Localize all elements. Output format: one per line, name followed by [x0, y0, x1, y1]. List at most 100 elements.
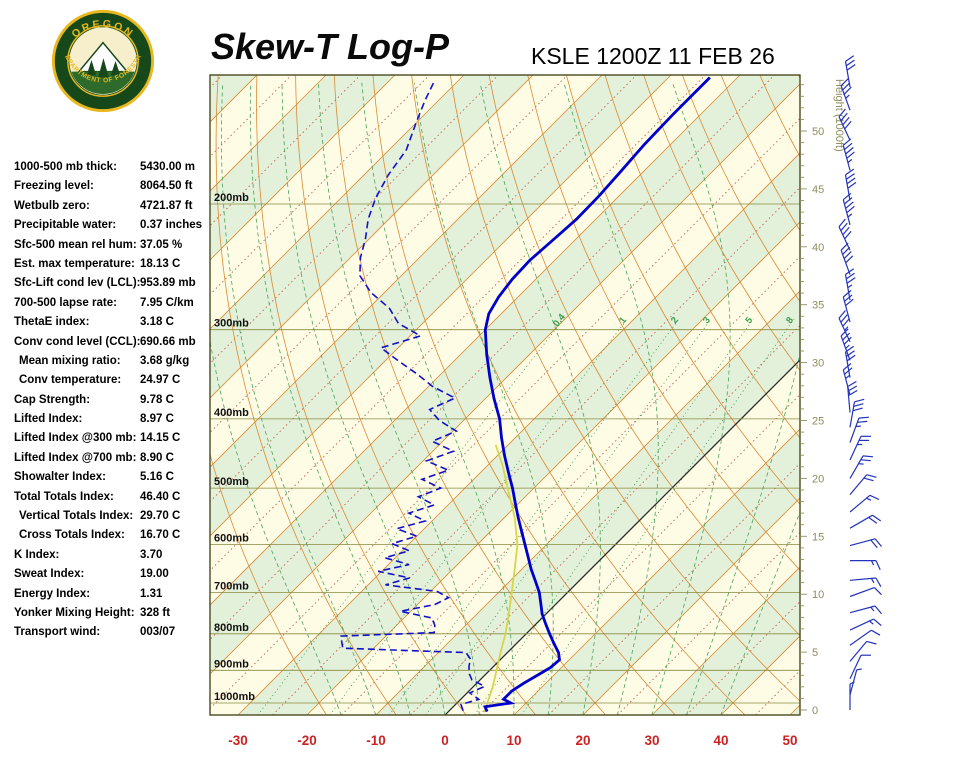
mixing-ratio-label: 5 — [743, 314, 755, 326]
index-row: Yonker Mixing Height: 328 ft — [14, 607, 212, 626]
index-label: Sfc-500 mean rel hum: — [14, 238, 137, 251]
index-row: Energy Index: 1.31 — [14, 588, 212, 607]
index-value: 328 ft — [140, 606, 171, 619]
wind-barb — [838, 108, 852, 141]
index-label: Est. max temperature: — [14, 257, 135, 270]
wind-barb — [849, 654, 871, 679]
height-axis: 0 5 10 15 20 25 30 35 40 45 50 Height (1000ft) — [800, 79, 845, 717]
wind-barb — [842, 290, 854, 323]
wind-barb — [849, 514, 882, 529]
height-tick-label: 30 — [812, 358, 824, 370]
height-tick-label: 20 — [812, 473, 824, 485]
wind-barb — [849, 605, 882, 615]
temp-tick-label: -10 — [366, 733, 386, 748]
index-value: 8064.50 ft — [140, 180, 193, 193]
height-tick-label: 45 — [812, 184, 824, 196]
index-value: 46.40 C — [140, 490, 181, 503]
index-label: ThetaE index: — [14, 316, 90, 329]
index-label: Conv temperature: — [19, 374, 122, 387]
wind-barb — [842, 138, 855, 171]
index-label: Showalter Index: — [14, 471, 107, 484]
wind-barb — [844, 268, 856, 301]
index-row: Total Totals Index: 46.40 C — [14, 491, 212, 510]
dewpoint-trace — [340, 79, 487, 711]
height-tick-label: 5 — [812, 647, 818, 659]
wind-barb — [838, 218, 852, 251]
index-value: 1.31 — [140, 587, 163, 600]
index-row: Sweat Index: 19.00 — [14, 568, 212, 587]
mixing-ratio-label: 3 — [701, 315, 713, 326]
index-value: 19.00 — [140, 568, 169, 581]
wind-barb — [849, 398, 865, 428]
indices-panel: 1000-500 mb thick: 5430.00 m Freezing leve… — [14, 161, 212, 646]
wind-barb — [844, 55, 856, 88]
station-info: KSLE 1200Z 11 FEB 26 — [531, 43, 775, 69]
wind-barb — [840, 78, 852, 111]
index-value: 29.70 C — [140, 510, 181, 523]
index-value: 3.68 g/kg — [140, 354, 190, 367]
wind-barb — [849, 587, 882, 598]
index-row: Lifted Index: 8.97 C — [14, 413, 212, 432]
index-label: K Index: — [14, 548, 60, 561]
index-row: Cross Totals Index: 16.70 C — [14, 529, 212, 548]
mixing-ratio-lines — [257, 318, 795, 715]
wind-barb — [849, 416, 869, 443]
index-value: 4721.87 ft — [140, 199, 193, 212]
pressure-label: 800mb — [214, 622, 249, 634]
index-value: 690.66 mb — [140, 335, 196, 348]
height-tick-label: 15 — [812, 531, 824, 543]
wind-barbs — [838, 55, 882, 710]
height-tick-label: 40 — [812, 242, 824, 254]
pressure-lines: 200mb 300mb 400mb 500mb 600mb 700mb 800mb 900mb… — [210, 192, 800, 704]
index-label: Vertical Totals Index: — [19, 510, 134, 523]
index-value: 37.05 % — [140, 238, 183, 251]
temp-tick-label: -30 — [228, 733, 248, 748]
index-value: 3.70 — [140, 548, 163, 561]
index-label: Lifted Index @700 mb: — [14, 451, 137, 464]
moist-adiabats — [210, 82, 800, 715]
index-value: 18.13 C — [140, 257, 181, 270]
index-row: 700-500 lapse rate: 7.95 C/km — [14, 297, 212, 316]
pressure-label: 300mb — [214, 318, 249, 330]
parcel-trace — [483, 444, 519, 713]
index-value: 3.18 C — [140, 316, 174, 329]
index-label: Sweat Index: — [14, 568, 85, 581]
pressure-label: 1000mb — [214, 691, 255, 703]
wind-barb — [849, 474, 877, 495]
dry-adiabats — [210, 75, 800, 715]
index-label: Transport wind: — [14, 626, 101, 639]
index-row: ThetaE index: 3.18 C — [14, 316, 212, 335]
index-row: Conv temperature: 24.97 C — [14, 374, 212, 393]
pressure-label: 600mb — [214, 533, 249, 545]
pressure-label: 500mb — [214, 476, 249, 488]
height-tick-label: 25 — [812, 416, 824, 428]
index-label: Precipitable water: — [14, 219, 117, 232]
pressure-label: 200mb — [214, 192, 249, 204]
height-tick-label: 50 — [812, 126, 824, 138]
logo-trees — [86, 58, 121, 78]
index-label: Wetbulb zero: — [14, 199, 90, 212]
index-label: 1000-500 mb thick: — [14, 161, 117, 173]
index-row: Showalter Index: 5.16 C — [14, 471, 212, 490]
wind-barb — [842, 192, 855, 225]
logo-ground — [71, 71, 135, 95]
index-label: Conv cond level (CCL): — [14, 335, 141, 348]
zero-isotherm — [444, 359, 800, 715]
chart-frame — [209, 74, 801, 716]
wind-barb — [849, 494, 880, 513]
index-label: Yonker Mixing Height: — [14, 606, 135, 619]
index-row: K Index: 3.70 — [14, 549, 212, 568]
index-label: Sfc-Lift cond lev (LCL): — [14, 277, 141, 290]
mixing-ratio-label: 8 — [784, 315, 796, 326]
index-label: Cap Strength: — [14, 393, 91, 406]
wind-barb — [849, 538, 882, 549]
temp-tick-label: 40 — [713, 733, 728, 748]
wind-barb — [849, 640, 877, 662]
height-tick-label: 0 — [812, 705, 818, 717]
pressure-label: 400mb — [214, 407, 249, 419]
index-value: 8.90 C — [140, 451, 174, 464]
index-label: Total Totals Index: — [14, 490, 114, 503]
index-label: Energy Index: — [14, 587, 91, 600]
height-axis-label: Height (1000ft) — [833, 79, 845, 152]
